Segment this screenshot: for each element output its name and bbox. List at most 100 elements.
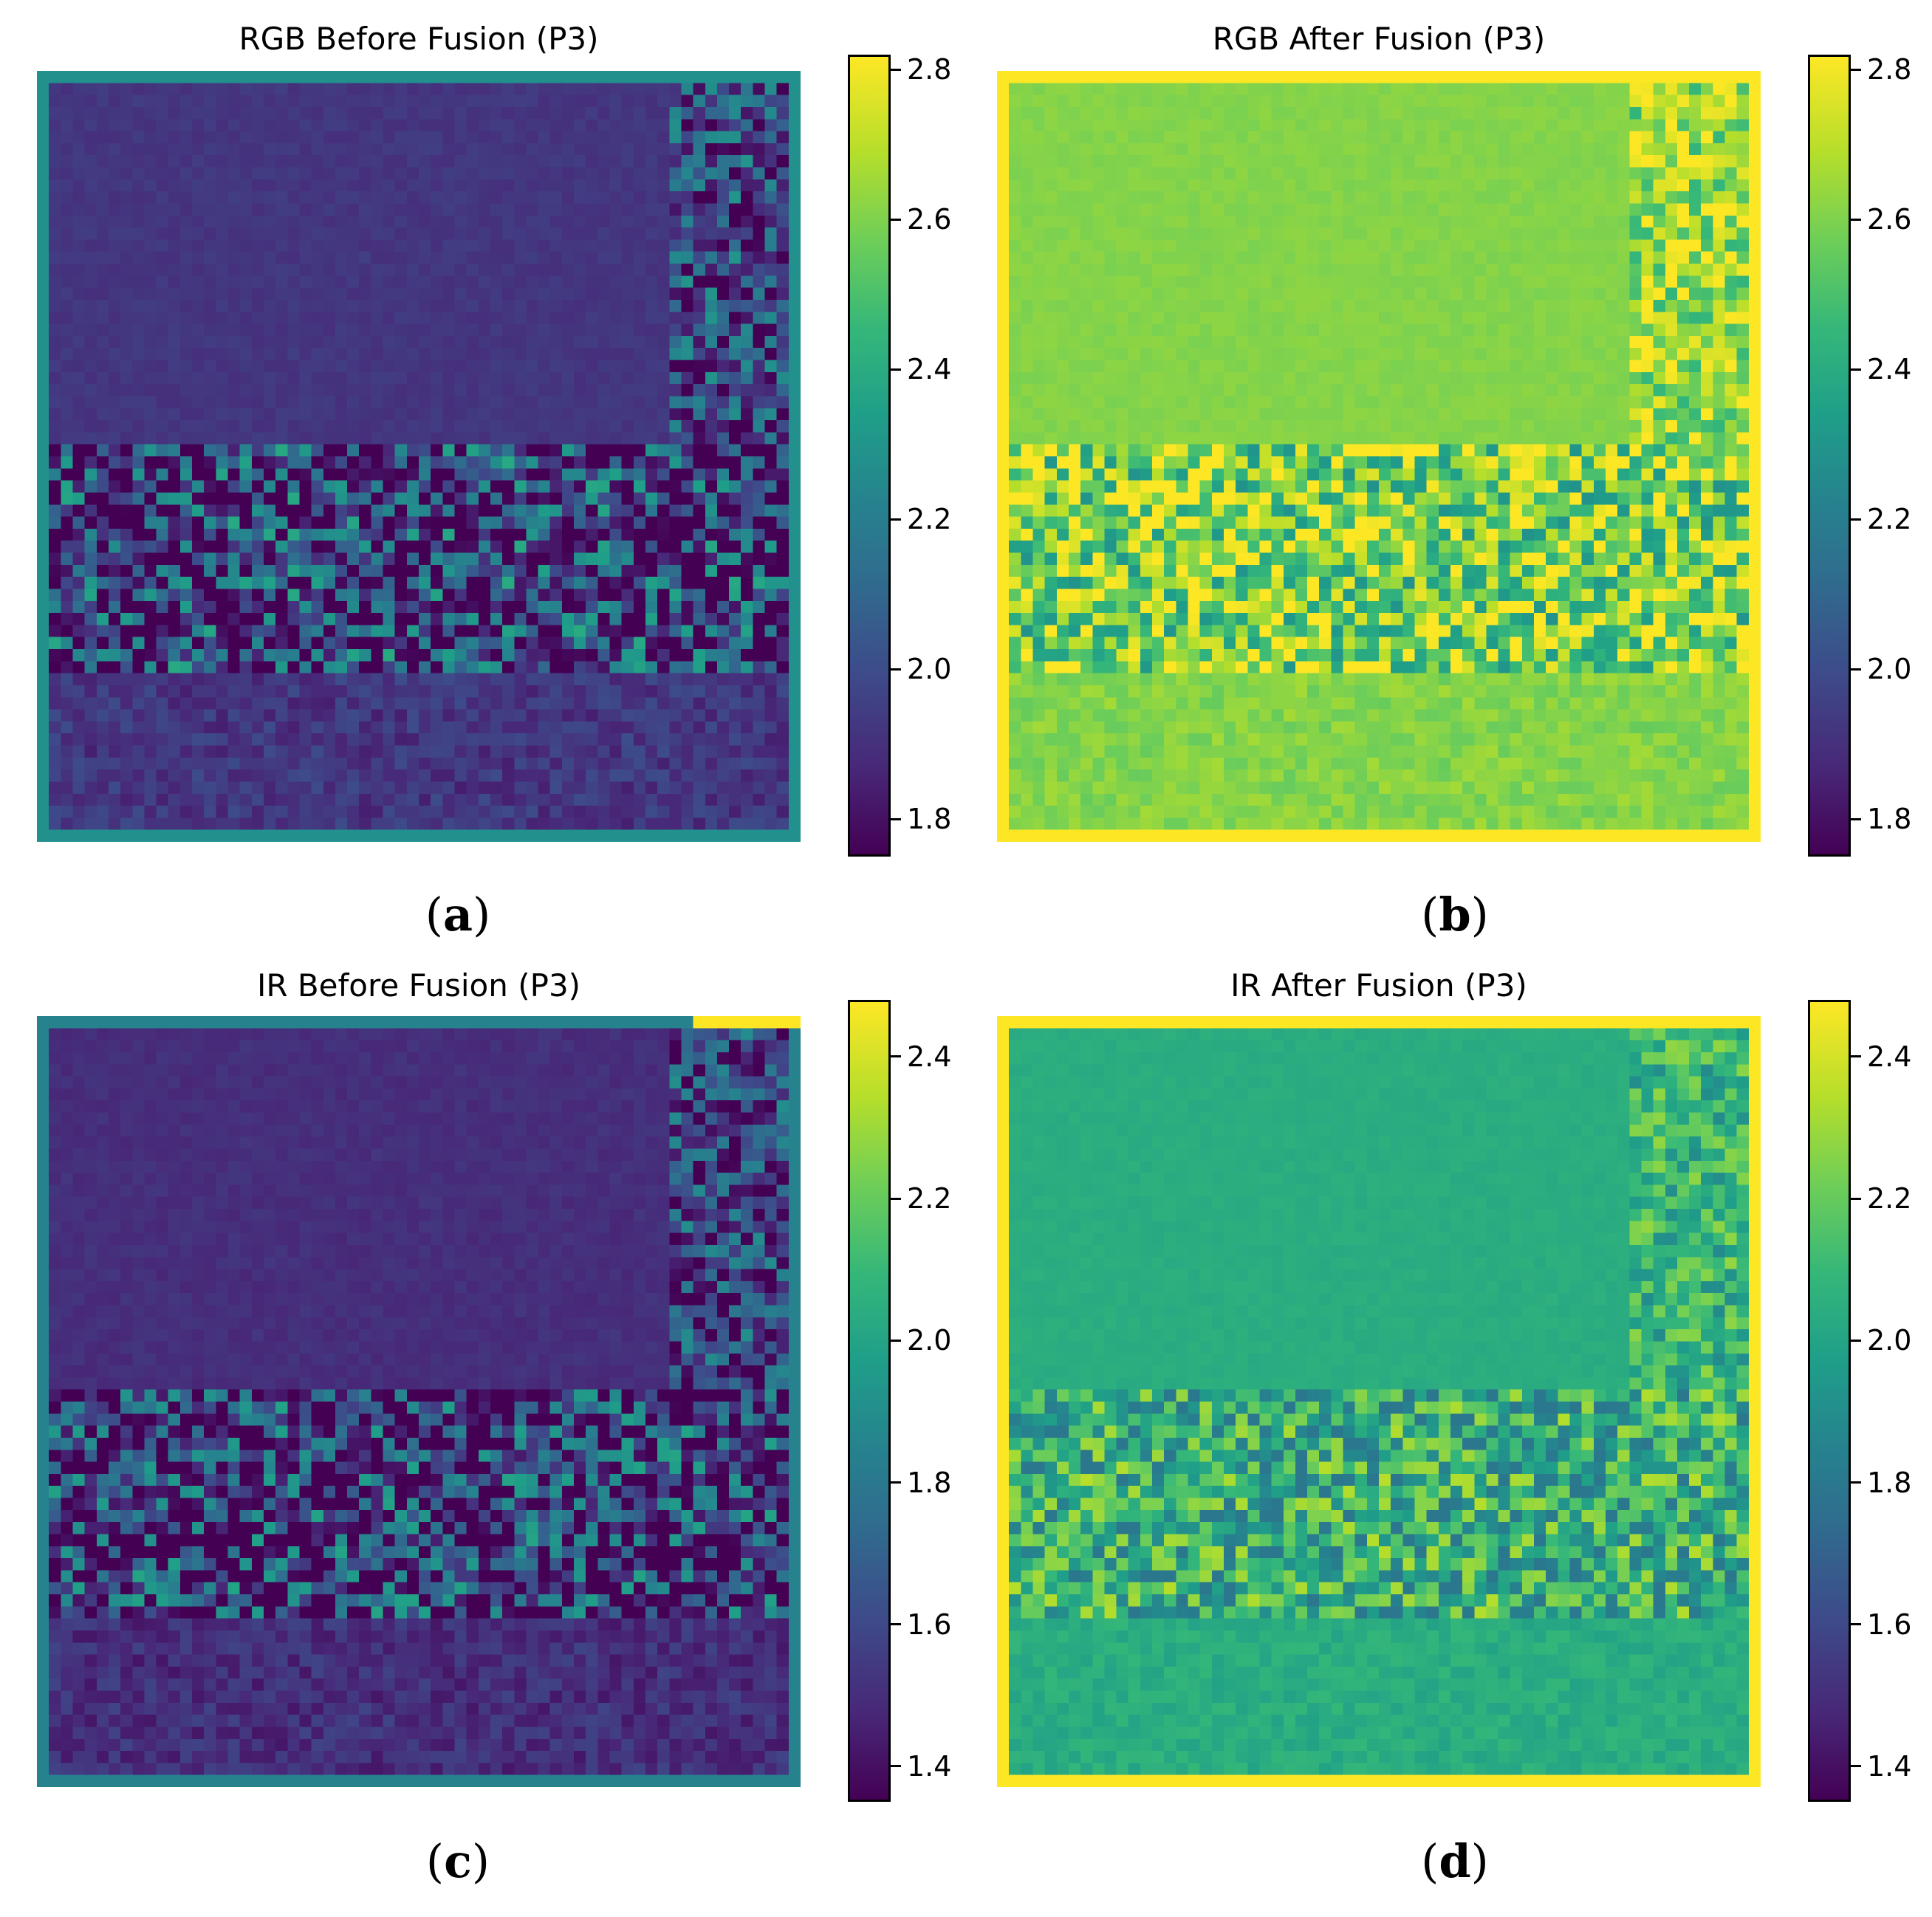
heatmap-cell: [1724, 95, 1738, 108]
heatmap-cell: [561, 191, 575, 204]
heatmap-cell: [466, 504, 479, 517]
heatmap-cell: [132, 661, 145, 673]
heatmap-cell: [179, 733, 193, 746]
heatmap-cell: [299, 468, 312, 481]
heatmap-cell: [96, 685, 109, 698]
heatmap-cell: [419, 697, 431, 710]
heatmap-cell: [287, 227, 300, 240]
heatmap-cell: [538, 335, 551, 349]
heatmap-cell: [466, 492, 479, 505]
heatmap-cell: [466, 733, 479, 746]
heatmap-cell: [716, 155, 730, 168]
heatmap-cell: [419, 312, 431, 324]
heatmap-cell: [1665, 83, 1678, 95]
heatmap-cell: [574, 806, 586, 818]
heatmap-cell: [49, 528, 61, 541]
heatmap-cell: [621, 323, 634, 337]
heatmap-cell: [84, 649, 97, 662]
heatmap-cell: [1236, 191, 1248, 204]
heatmap-cell: [192, 745, 205, 758]
heatmap-cell: [1307, 203, 1320, 216]
subfigure-letter: a: [442, 888, 473, 942]
heatmap-cell: [764, 371, 778, 385]
heatmap-cell: [156, 227, 169, 240]
heatmap-cell: [120, 95, 133, 108]
heatmap-cell: [490, 227, 503, 240]
heatmap-cell: [323, 721, 336, 734]
heatmap-cell: [466, 371, 479, 385]
heatmap-cell: [586, 745, 598, 758]
heatmap-cell: [263, 564, 276, 577]
heatmap-cell: [753, 685, 765, 698]
heatmap-cell: [299, 299, 312, 312]
heatmap-cell: [657, 673, 670, 686]
heatmap-cell: [597, 360, 610, 373]
heatmap-cell: [49, 552, 61, 566]
heatmap-cell: [609, 516, 622, 529]
heatmap-cell: [49, 264, 61, 276]
heatmap-cell: [609, 697, 622, 710]
heatmap-cell: [287, 468, 300, 481]
heatmap-cell: [574, 119, 586, 131]
heatmap-cell: [239, 179, 253, 192]
heatmap-cell: [574, 637, 586, 650]
heatmap-cell: [741, 685, 753, 698]
heatmap-cell: [597, 408, 610, 421]
heatmap-cell: [478, 613, 491, 625]
heatmap-cell: [132, 264, 145, 276]
heatmap-cell: [502, 757, 515, 770]
heatmap-cell: [526, 456, 538, 469]
heatmap-cell: [1498, 119, 1511, 131]
heatmap-cell: [1116, 71, 1129, 83]
heatmap-cell: [347, 528, 360, 541]
heatmap-cell: [609, 203, 622, 216]
heatmap-cell: [574, 106, 586, 120]
heatmap-cell: [1521, 143, 1535, 156]
heatmap-cell: [275, 733, 288, 746]
heatmap-cell: [263, 817, 276, 831]
heatmap-cell: [645, 806, 658, 818]
heatmap-cell: [323, 167, 336, 180]
heatmap-cell: [621, 287, 634, 301]
heatmap-cell: [609, 769, 622, 782]
heatmap-cell: [1676, 83, 1690, 95]
heatmap-cell: [442, 371, 455, 385]
heatmap-cell: [37, 806, 49, 818]
heatmap-cell: [251, 577, 264, 589]
heatmap-cell: [741, 71, 753, 83]
heatmap-cell: [335, 371, 348, 385]
heatmap-cell: [1736, 191, 1750, 204]
heatmap-cell: [204, 179, 216, 192]
heatmap-cell: [693, 95, 706, 108]
heatmap-cell: [1748, 191, 1761, 204]
heatmap-cell: [144, 613, 157, 625]
heatmap-cell: [1736, 143, 1750, 156]
heatmap-svg: [997, 71, 1761, 842]
heatmap-cell: [359, 817, 371, 831]
heatmap-cell: [609, 155, 622, 168]
heatmap-cell: [645, 335, 658, 349]
heatmap-cell: [216, 480, 228, 493]
heatmap-cell: [621, 817, 634, 831]
heatmap-cell: [156, 167, 169, 180]
heatmap-cell: [1736, 119, 1750, 131]
heatmap-cell: [1593, 131, 1606, 144]
heatmap-cell: [657, 541, 670, 553]
heatmap-cell: [1211, 191, 1224, 204]
heatmap-cell: [776, 552, 789, 566]
heatmap-cell: [1534, 143, 1546, 156]
heatmap-cell: [1116, 191, 1129, 204]
heatmap-cell: [263, 806, 276, 818]
heatmap-cell: [514, 179, 527, 192]
heatmap-cell: [716, 697, 730, 710]
heatmap-cell: [1402, 179, 1415, 192]
heatmap-cell: [502, 721, 515, 734]
heatmap-cell: [179, 781, 193, 795]
heatmap-cell: [597, 167, 610, 180]
heatmap-cell: [347, 191, 360, 204]
heatmap-cell: [347, 312, 360, 324]
heatmap-cell: [216, 215, 228, 228]
heatmap-cell: [371, 806, 383, 818]
heatmap-cell: [227, 817, 240, 831]
heatmap-cell: [466, 817, 479, 831]
